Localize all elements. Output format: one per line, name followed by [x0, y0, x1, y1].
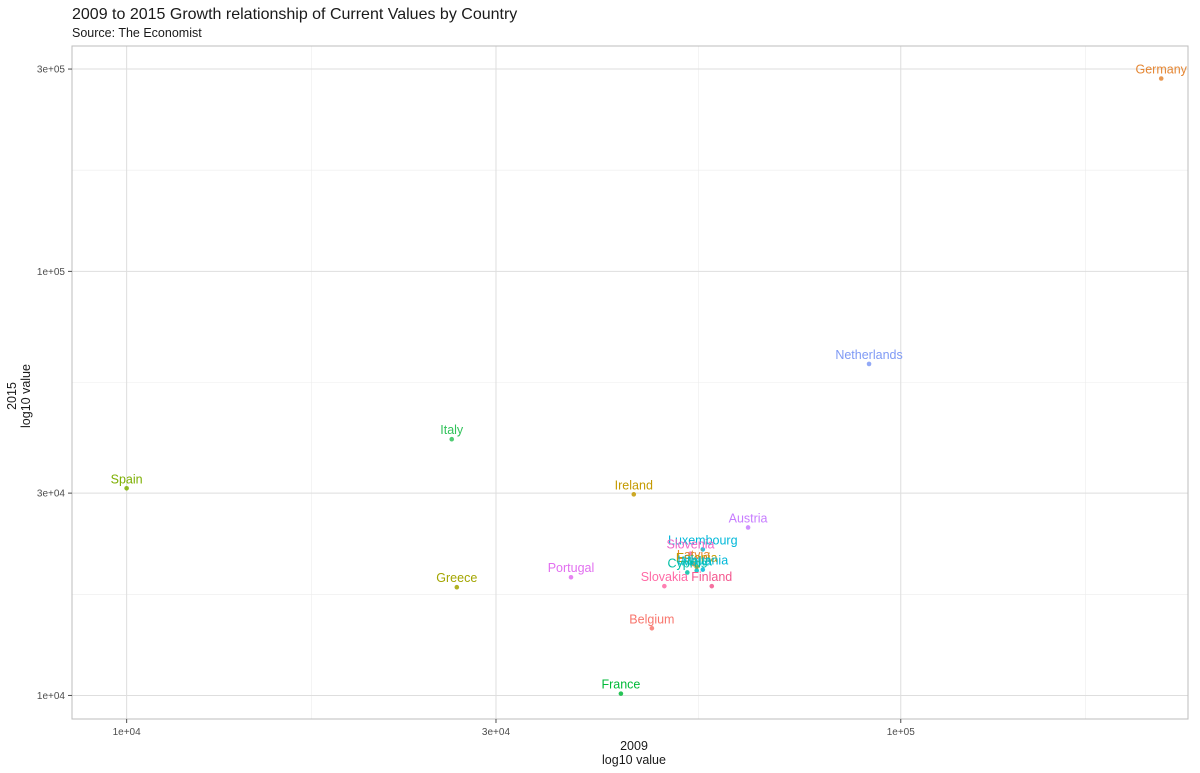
data-point-label: France	[601, 678, 640, 692]
data-point	[631, 492, 637, 497]
data-point-label: Latvia	[677, 548, 710, 562]
chart-title: 2009 to 2015 Growth relationship of Curr…	[72, 6, 518, 23]
x-axis-sublabel: log10 value	[602, 753, 666, 767]
y-tick-label: 1e+04	[37, 691, 66, 702]
data-point	[1158, 76, 1164, 81]
y-tick-label: 3e+04	[37, 489, 66, 500]
chart-subtitle: Source: The Economist	[72, 26, 202, 40]
y-axis-sublabel: log10 value	[19, 364, 33, 428]
x-tick-label: 1e+05	[887, 727, 916, 738]
x-tick-label: 1e+04	[113, 727, 142, 738]
y-axis-title: 2015 log10 value	[0, 0, 33, 773]
data-point	[688, 551, 693, 556]
data-point	[662, 583, 667, 589]
data-point	[700, 567, 706, 572]
data-point-label: Germany	[1136, 62, 1188, 76]
data-point	[694, 564, 699, 570]
data-point	[449, 436, 455, 442]
plot-border	[71, 45, 1189, 720]
y-tick-label: 3e+05	[37, 65, 66, 76]
data-point	[745, 525, 751, 530]
data-point	[568, 574, 574, 580]
y-axis-label: 2015	[5, 382, 19, 410]
data-point-label: Finland	[691, 570, 732, 584]
data-point-label: Lithuania	[677, 554, 728, 568]
data-point-label: Ireland	[615, 478, 653, 492]
data-point-label: Slovenia	[666, 538, 714, 552]
data-point-label: Cyprus	[668, 556, 708, 570]
data-point	[685, 570, 690, 575]
data-point-label: Belgium	[629, 612, 674, 626]
data-point	[866, 361, 872, 367]
data-point-label: Luxembourg	[668, 533, 738, 547]
data-point	[700, 547, 706, 552]
y-tick-label: 1e+05	[37, 267, 66, 278]
x-tick-label: 3e+04	[482, 727, 511, 738]
data-point	[124, 485, 129, 491]
data-point	[649, 625, 655, 631]
data-point-label: Estonia	[676, 551, 718, 565]
data-point	[694, 568, 699, 573]
data-point-label: Slovakia	[641, 570, 688, 584]
data-point	[709, 583, 715, 589]
data-point-label: Portugal	[548, 561, 595, 575]
data-point-label: Netherlands	[835, 348, 902, 362]
data-point	[691, 561, 696, 567]
x-axis-label: 2009	[620, 739, 648, 753]
data-point-label: Italy	[440, 423, 464, 437]
data-point-label: Malta	[681, 555, 712, 569]
data-point	[454, 584, 460, 590]
data-point	[618, 691, 624, 696]
data-point-label: Spain	[111, 472, 143, 486]
data-point-label: Austria	[729, 511, 768, 525]
data-point-label: Greece	[436, 571, 477, 585]
